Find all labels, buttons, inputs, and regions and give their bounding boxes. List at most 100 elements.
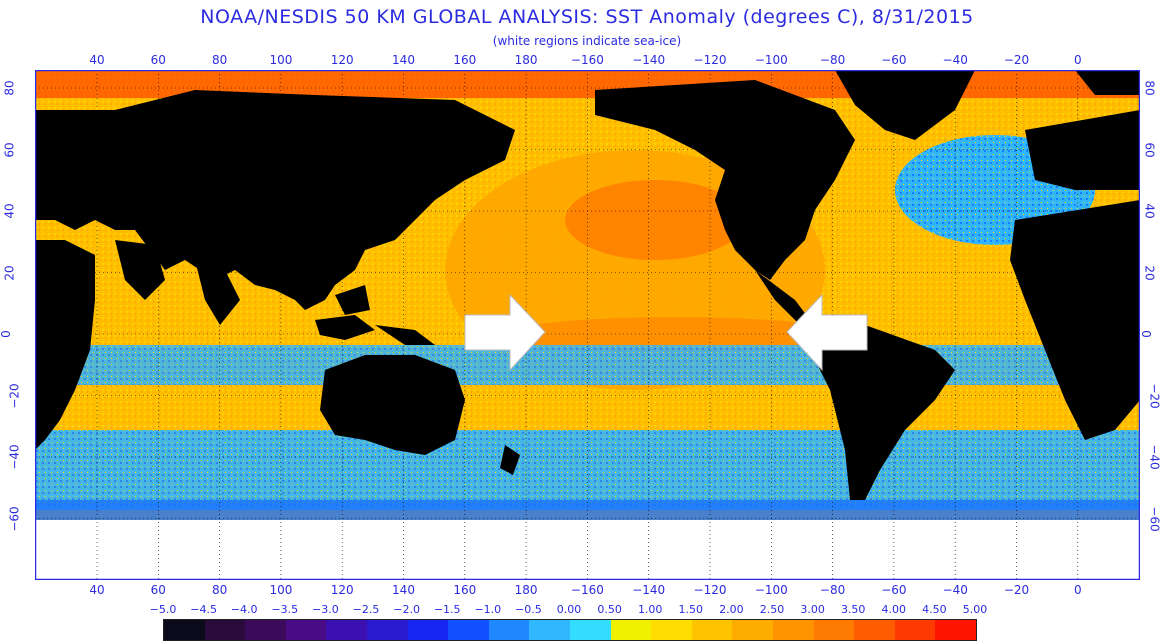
- colorbar-swatch: [245, 620, 286, 640]
- colorbar-tick-label: 1.50: [678, 603, 704, 616]
- axis-tick-label: −100: [754, 583, 788, 597]
- colorbar-tick-label: −2.5: [352, 603, 380, 616]
- colorbar-tick-label: 2.00: [719, 603, 744, 616]
- page-subtitle: (white regions indicate sea-ice): [492, 34, 682, 48]
- axis-tick-label: 20: [2, 264, 17, 281]
- colorbar-swatch: [569, 620, 611, 640]
- colorbar-tick-label: 4.50: [922, 603, 947, 616]
- axis-tick-label: 60: [150, 583, 166, 597]
- axis-tick-label: 160: [453, 53, 477, 67]
- colorbar-tick-label: −4.0: [230, 603, 258, 616]
- axis-tick-label: −20: [1003, 53, 1030, 67]
- colorbar-tick-label: 0.00: [556, 603, 582, 616]
- colorbar-swatch: [935, 620, 976, 640]
- colorbar-tick-label: 5.00: [962, 603, 988, 616]
- colorbar-swatch: [854, 620, 895, 640]
- colorbar-tick-label: −1.0: [474, 603, 502, 616]
- equatorial-warm-band: [505, 317, 845, 353]
- arrow-left-icon: [786, 293, 868, 372]
- axis-tick-label: 140: [392, 53, 415, 67]
- colorbar-swatch: [326, 620, 367, 640]
- axis-tick-label: 0: [1138, 330, 1153, 338]
- colorbar-tick-label: 4.00: [881, 603, 907, 616]
- colorbar-tick-label: 1.00: [637, 603, 663, 616]
- axis-tick-label: 60: [2, 141, 17, 158]
- colorbar-tick-label: 3.00: [800, 603, 825, 616]
- axis-tick-label: 80: [211, 53, 228, 67]
- axis-tick-label: 180: [514, 583, 538, 597]
- colorbar-tick-label: −1.5: [433, 603, 461, 616]
- colorbar-swatch: [894, 620, 936, 640]
- axis-tick-label: −20: [7, 382, 22, 409]
- axis-tick-label: −120: [693, 583, 727, 597]
- axis-tick-label: −60: [881, 53, 907, 67]
- colorbar-swatch: [651, 620, 692, 640]
- colorbar-swatch: [732, 620, 773, 640]
- sst-anomaly-map: [35, 70, 1140, 580]
- axis-tick-label: 100: [269, 53, 293, 67]
- axis-tick-label: 40: [1142, 203, 1157, 219]
- axis-tick-label: 140: [392, 583, 415, 597]
- axis-tick-label: 40: [89, 583, 105, 597]
- axis-tick-label: 60: [1142, 141, 1157, 158]
- axis-tick-label: −100: [754, 53, 788, 67]
- axis-tick-label: −40: [942, 53, 968, 67]
- axis-tick-label: 20: [1142, 264, 1157, 281]
- axis-tick-label: −60: [881, 583, 907, 597]
- axis-tick-label: 120: [330, 583, 354, 597]
- axis-tick-label: 40: [2, 203, 17, 219]
- axis-tick-label: 80: [1142, 80, 1157, 96]
- colorbar-swatch: [164, 620, 205, 640]
- warm-blob: [565, 180, 745, 260]
- axis-tick-label: 120: [330, 53, 354, 67]
- colorbar-tick-label: −3.0: [312, 603, 339, 616]
- colorbar-tick-label: −2.0: [393, 603, 420, 616]
- axis-tick-label: 60: [150, 53, 166, 67]
- axis-tick-label: 80: [211, 583, 228, 597]
- axis-tick-label: 40: [89, 53, 105, 67]
- axis-tick-label: −140: [632, 583, 666, 597]
- colorbar-tick-label: 2.50: [759, 603, 785, 616]
- axis-tick-label: −60: [7, 505, 22, 532]
- colorbar-tick-label: 3.50: [840, 603, 866, 616]
- axis-tick-label: −60: [1147, 505, 1162, 532]
- colorbar-swatch: [813, 620, 855, 640]
- axis-tick-label: 80: [2, 80, 17, 96]
- colorbar-swatch: [529, 620, 570, 640]
- axis-tick-label: 160: [453, 583, 477, 597]
- colorbar-swatch: [448, 620, 489, 640]
- map-frame: [35, 70, 1140, 580]
- colorbar-swatch: [285, 620, 327, 640]
- axis-tick-label: −20: [1003, 583, 1030, 597]
- colorbar-tick-label: −0.5: [515, 603, 542, 616]
- axis-tick-label: −140: [632, 53, 666, 67]
- axis-tick-label: −40: [1147, 444, 1162, 470]
- axis-tick-label: 0: [1073, 583, 1082, 597]
- colorbar-swatch: [691, 620, 733, 640]
- colorbar-swatch: [772, 620, 814, 640]
- colorbar-tick-label: −5.0: [149, 603, 177, 616]
- axis-tick-label: −80: [819, 53, 846, 67]
- land: [35, 70, 1140, 500]
- colorbar-swatch: [610, 620, 652, 640]
- axis-tick-label: −120: [693, 53, 727, 67]
- colorbar-tick-label: −3.5: [271, 603, 299, 616]
- colorbar-tick-label: 0.50: [597, 603, 622, 616]
- page-title: NOAA/NESDIS 50 KM GLOBAL ANALYSIS: SST A…: [200, 6, 974, 28]
- colorbar-tick-label: −4.5: [190, 603, 217, 616]
- axis-tick-label: 180: [514, 53, 538, 67]
- colorbar-swatch: [204, 620, 246, 640]
- axis-tick-label: 0: [1073, 53, 1082, 67]
- colorbar-swatch: [488, 620, 530, 640]
- axis-tick-label: 0: [0, 330, 13, 338]
- axis-tick-label: −160: [570, 53, 604, 67]
- axis-tick-label: −40: [942, 583, 968, 597]
- axis-tick-label: 100: [269, 583, 293, 597]
- axis-tick-label: −40: [7, 444, 22, 470]
- axis-tick-label: −20: [1147, 382, 1162, 409]
- colorbar-swatch: [407, 620, 449, 640]
- colorbar-swatch: [366, 620, 408, 640]
- axis-tick-label: −80: [819, 583, 846, 597]
- axis-tick-label: −160: [570, 583, 604, 597]
- colorbar: [163, 619, 977, 641]
